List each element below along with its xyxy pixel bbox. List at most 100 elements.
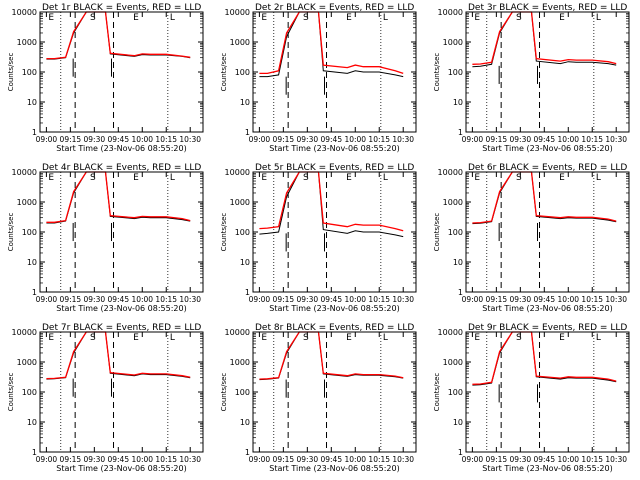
xtick-label: 09:00 xyxy=(36,135,58,144)
ytick-label: 1 xyxy=(458,128,463,137)
ytick-label: 10 xyxy=(27,258,37,267)
ytick-label: 1 xyxy=(245,288,250,297)
y-axis-label: Counts/sec xyxy=(7,213,15,252)
ytick-label: 1000 xyxy=(443,198,463,207)
xtick-label: 09:15 xyxy=(273,295,295,304)
xtick-label: 10:30 xyxy=(605,135,627,144)
series-lld xyxy=(46,331,191,380)
xtick-label: 10:30 xyxy=(179,135,201,144)
xtick-label: 10:15 xyxy=(155,295,177,304)
ytick-label: 1000 xyxy=(17,358,37,367)
panel-title: Det 9r BLACK = Events, RED = LLD xyxy=(468,323,627,333)
ytick-label: 1000 xyxy=(230,198,250,207)
ytick-label: 10 xyxy=(453,98,463,107)
flag-label: L xyxy=(596,13,601,23)
ytick-label: 1000 xyxy=(443,38,463,47)
xtick-label: 10:15 xyxy=(155,135,177,144)
flag-label: S xyxy=(303,173,309,183)
flag-label: E xyxy=(48,333,54,343)
xtick-label: 09:15 xyxy=(60,295,82,304)
ytick-label: 1000 xyxy=(17,198,37,207)
xtick-label: 09:30 xyxy=(297,135,319,144)
series-lld xyxy=(259,331,404,380)
flag-label: E xyxy=(559,173,565,183)
ytick-label: 10 xyxy=(453,418,463,427)
flag-label: E xyxy=(48,13,54,23)
ytick-label: 10000 xyxy=(225,168,250,177)
ytick-label: 10 xyxy=(240,98,250,107)
xtick-label: 09:15 xyxy=(273,455,295,464)
xtick-label: 10:00 xyxy=(557,295,579,304)
flag-label: L xyxy=(383,333,388,343)
x-axis-label: Start Time (23-Nov-06 08:55:20) xyxy=(56,464,186,473)
xtick-label: 09:45 xyxy=(107,295,129,304)
ytick-label: 1000 xyxy=(230,358,250,367)
xtick-label: 10:15 xyxy=(368,295,390,304)
flag-label: S xyxy=(303,333,309,343)
ytick-label: 100 xyxy=(22,68,37,77)
flag-label: S xyxy=(303,13,309,23)
flag-label: L xyxy=(170,13,175,23)
ytick-label: 10 xyxy=(27,418,37,427)
plot-frame xyxy=(39,11,204,133)
ytick-label: 1 xyxy=(458,288,463,297)
ytick-label: 100 xyxy=(22,388,37,397)
plot-frame xyxy=(465,171,630,293)
flag-label: E xyxy=(559,333,565,343)
ytick-label: 10000 xyxy=(12,8,37,17)
series-lld xyxy=(46,171,191,223)
y-axis-label: Counts/sec xyxy=(433,53,441,92)
ytick-label: 1 xyxy=(245,448,250,457)
xtick-label: 10:15 xyxy=(155,455,177,464)
xtick-label: 09:00 xyxy=(462,135,484,144)
xtick-label: 10:00 xyxy=(131,135,153,144)
ytick-label: 100 xyxy=(235,388,250,397)
flag-label: S xyxy=(516,173,522,183)
ytick-label: 1 xyxy=(32,128,37,137)
plot-frame xyxy=(465,331,630,453)
panel-title: Det 7r BLACK = Events, RED = LLD xyxy=(42,323,201,333)
xtick-label: 10:15 xyxy=(581,295,603,304)
xtick-label: 10:30 xyxy=(605,455,627,464)
xtick-label: 09:15 xyxy=(273,135,295,144)
series-lld xyxy=(472,331,617,385)
xtick-label: 09:15 xyxy=(486,295,508,304)
ytick-label: 10000 xyxy=(438,328,463,337)
xtick-label: 10:00 xyxy=(344,295,366,304)
panel-title: Det 5r BLACK = Events, RED = LLD xyxy=(255,163,414,173)
xtick-label: 10:15 xyxy=(581,455,603,464)
flag-label: E xyxy=(48,173,54,183)
ytick-label: 1 xyxy=(458,448,463,457)
y-axis-label: Counts/sec xyxy=(433,373,441,412)
flag-label: L xyxy=(596,173,601,183)
series-events xyxy=(259,331,404,381)
flag-label: L xyxy=(170,173,175,183)
ytick-label: 10000 xyxy=(438,8,463,17)
flag-label: E xyxy=(474,13,480,23)
xtick-label: 09:45 xyxy=(320,135,342,144)
xtick-label: 10:15 xyxy=(368,455,390,464)
ytick-label: 1000 xyxy=(230,38,250,47)
xtick-label: 10:00 xyxy=(557,455,579,464)
x-axis-label: Start Time (23-Nov-06 08:55:20) xyxy=(269,144,399,153)
ytick-label: 1 xyxy=(32,448,37,457)
flag-label: E xyxy=(261,13,267,23)
y-axis-label: Counts/sec xyxy=(7,53,15,92)
flag-label: E xyxy=(346,333,352,343)
xtick-label: 09:45 xyxy=(320,295,342,304)
ytick-label: 10 xyxy=(240,418,250,427)
xtick-label: 09:45 xyxy=(107,135,129,144)
xtick-label: 09:45 xyxy=(533,295,555,304)
ytick-label: 1 xyxy=(245,128,250,137)
flag-label: S xyxy=(516,333,522,343)
ytick-label: 100 xyxy=(448,68,463,77)
ytick-label: 10 xyxy=(453,258,463,267)
